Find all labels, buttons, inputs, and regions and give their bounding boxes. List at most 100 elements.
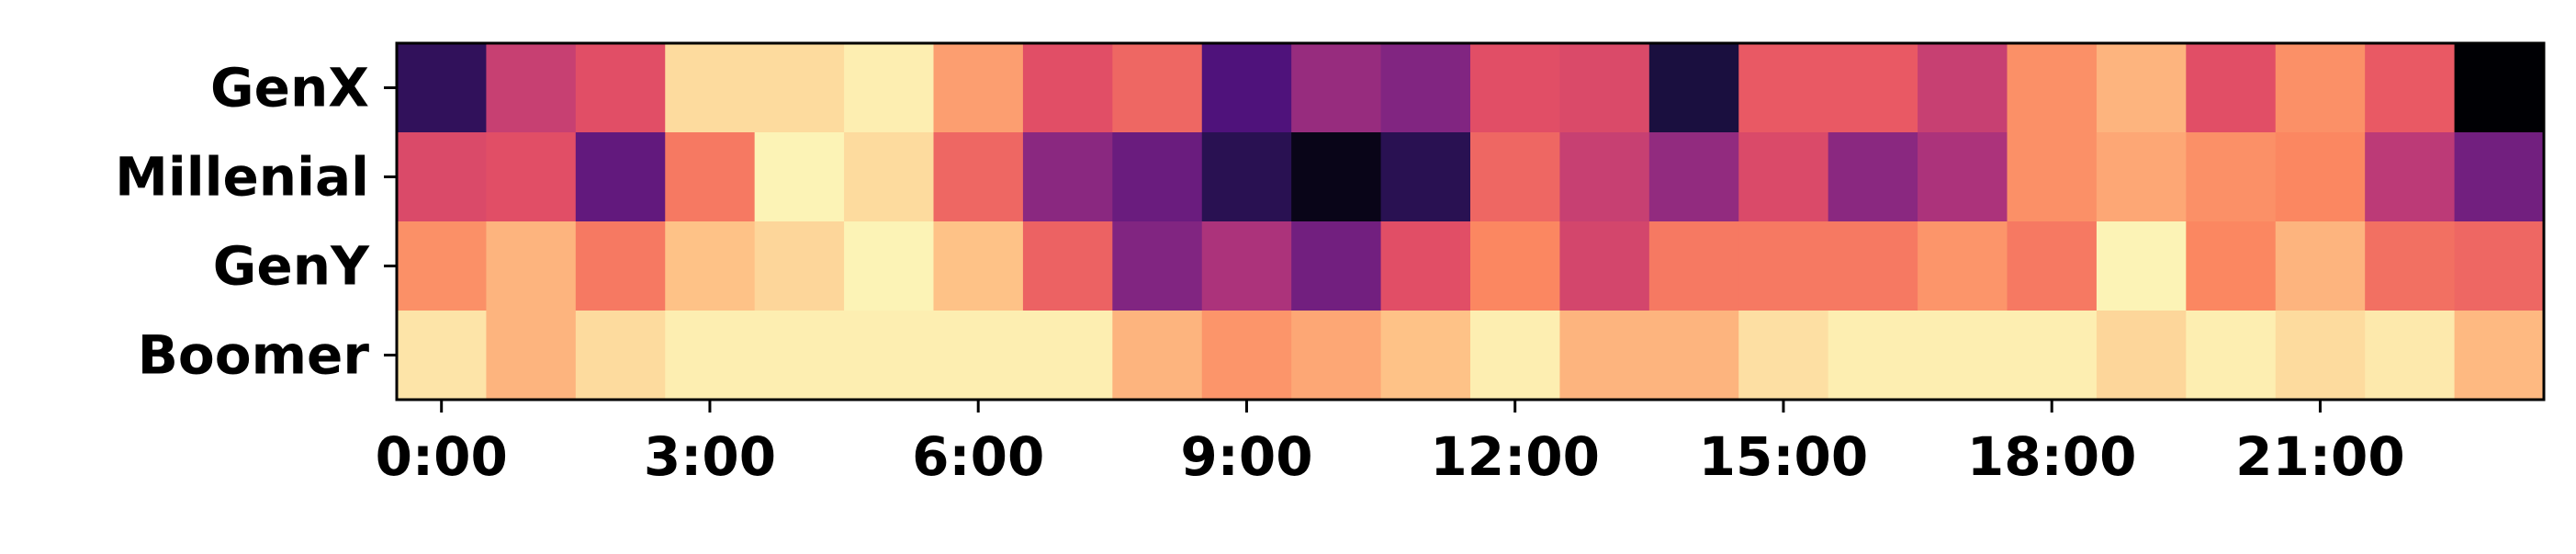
heatmap-cell — [1022, 221, 1113, 311]
heatmap-cell — [1559, 311, 1650, 401]
heatmap-cell — [1112, 43, 1203, 133]
heatmap-cell — [1201, 132, 1292, 222]
heatmap-cell — [1828, 43, 1918, 133]
heatmap-cell — [2275, 221, 2366, 311]
heatmap-cell — [1380, 132, 1471, 222]
x-tick-label: 9:00 — [1180, 425, 1312, 488]
heatmap-cell — [486, 311, 577, 401]
heatmap-cells — [397, 43, 2545, 401]
heatmap-cell — [2275, 132, 2366, 222]
heatmap-cell — [1648, 311, 1739, 401]
heatmap-cell — [933, 132, 1024, 222]
heatmap-cell — [2007, 43, 2098, 133]
heatmap-cell — [2365, 221, 2456, 311]
heatmap-cell — [1738, 43, 1829, 133]
heatmap-cell — [665, 221, 756, 311]
heatmap-cell — [397, 221, 488, 311]
heatmap-cell — [1738, 132, 1829, 222]
heatmap-cell — [2454, 311, 2545, 401]
heatmap-cell — [1201, 311, 1292, 401]
heatmap-cell — [1559, 221, 1650, 311]
heatmap-cell — [1918, 221, 2008, 311]
heatmap-cell — [2365, 132, 2456, 222]
heatmap-cell — [1112, 221, 1203, 311]
heatmap-cell — [2454, 132, 2545, 222]
x-tick-label: 21:00 — [2235, 425, 2405, 488]
heatmap-cell — [2454, 221, 2545, 311]
heatmap-cell — [1648, 132, 1739, 222]
x-tick-label: 3:00 — [644, 425, 776, 488]
heatmap-cell — [1291, 132, 1382, 222]
heatmap-cell — [2096, 132, 2187, 222]
heatmap-cell — [397, 43, 488, 133]
heatmap-cell — [1559, 43, 1650, 133]
heatmap-cell — [1291, 221, 1382, 311]
heatmap-cell — [2275, 311, 2366, 401]
x-tick-label: 6:00 — [912, 425, 1044, 488]
heatmap-cell — [486, 43, 577, 133]
heatmap-cell — [933, 221, 1024, 311]
heatmap-cell — [1112, 311, 1203, 401]
heatmap-cell — [1470, 43, 1561, 133]
heatmap-cell — [1918, 132, 2008, 222]
heatmap-cell — [486, 132, 577, 222]
heatmap-cell — [1918, 311, 2008, 401]
heatmap-cell — [1022, 311, 1113, 401]
heatmap-cell — [1828, 311, 1918, 401]
heatmap-cell — [2454, 43, 2545, 133]
heatmap-cell — [1380, 221, 1471, 311]
heatmap-cell — [575, 132, 666, 222]
heatmap-cell — [844, 221, 935, 311]
heatmap-cell — [1022, 43, 1113, 133]
heatmap-cell — [2096, 221, 2187, 311]
x-tick-label: 12:00 — [1430, 425, 1600, 488]
heatmap-cell — [397, 132, 488, 222]
heatmap-cell — [665, 43, 756, 133]
heatmap-cell — [1828, 132, 1918, 222]
heatmap-cell — [2186, 132, 2277, 222]
heatmap-cell — [1559, 132, 1650, 222]
heatmap-cell — [1470, 311, 1561, 401]
y-tick-label: Boomer — [138, 324, 370, 387]
heatmap-cell — [1201, 221, 1292, 311]
heatmap-cell — [1291, 311, 1382, 401]
heatmap-cell — [575, 43, 666, 133]
heatmap-cell — [1648, 43, 1739, 133]
heatmap-cell — [754, 311, 845, 401]
heatmap-cell — [1112, 132, 1203, 222]
heatmap-cell — [575, 221, 666, 311]
x-axis: 0:00 3:00 6:00 9:00 12:00 15:00 18:00 21:00 — [376, 400, 2405, 488]
heatmap-cell — [754, 43, 845, 133]
heatmap-cell — [2186, 311, 2277, 401]
heatmap-cell — [2096, 311, 2187, 401]
heatmap-cell — [2007, 221, 2098, 311]
heatmap-cell — [933, 43, 1024, 133]
heatmap-cell — [1828, 221, 1918, 311]
heatmap-cell — [844, 311, 935, 401]
heatmap-cell — [2186, 221, 2277, 311]
y-tick-label: Millenial — [115, 146, 369, 209]
heatmap-cell — [844, 43, 935, 133]
heatmap-cell — [2096, 43, 2187, 133]
x-tick-label: 0:00 — [376, 425, 508, 488]
plot-frame — [395, 41, 2546, 401]
heatmap-cell — [2186, 43, 2277, 133]
x-tick-label: 15:00 — [1699, 425, 1869, 488]
heatmap-cell — [486, 221, 577, 311]
heatmap-cell — [1380, 43, 1471, 133]
heatmap-cell — [1738, 221, 1829, 311]
heatmap-cell — [1918, 43, 2008, 133]
heatmap-cell — [1380, 311, 1471, 401]
heatmap-cell — [2007, 132, 2098, 222]
heatmap-cell — [2365, 43, 2456, 133]
heatmap-cell — [1648, 221, 1739, 311]
heatmap-cell — [1470, 132, 1561, 222]
heatmap-cell — [575, 311, 666, 401]
heatmap-cell — [1022, 132, 1113, 222]
heatmap-cell — [933, 311, 1024, 401]
heatmap-cell — [1470, 221, 1561, 311]
heatmap-cell — [1738, 311, 1829, 401]
heatmap-cell — [2007, 311, 2098, 401]
heatmap-cell — [2275, 43, 2366, 133]
